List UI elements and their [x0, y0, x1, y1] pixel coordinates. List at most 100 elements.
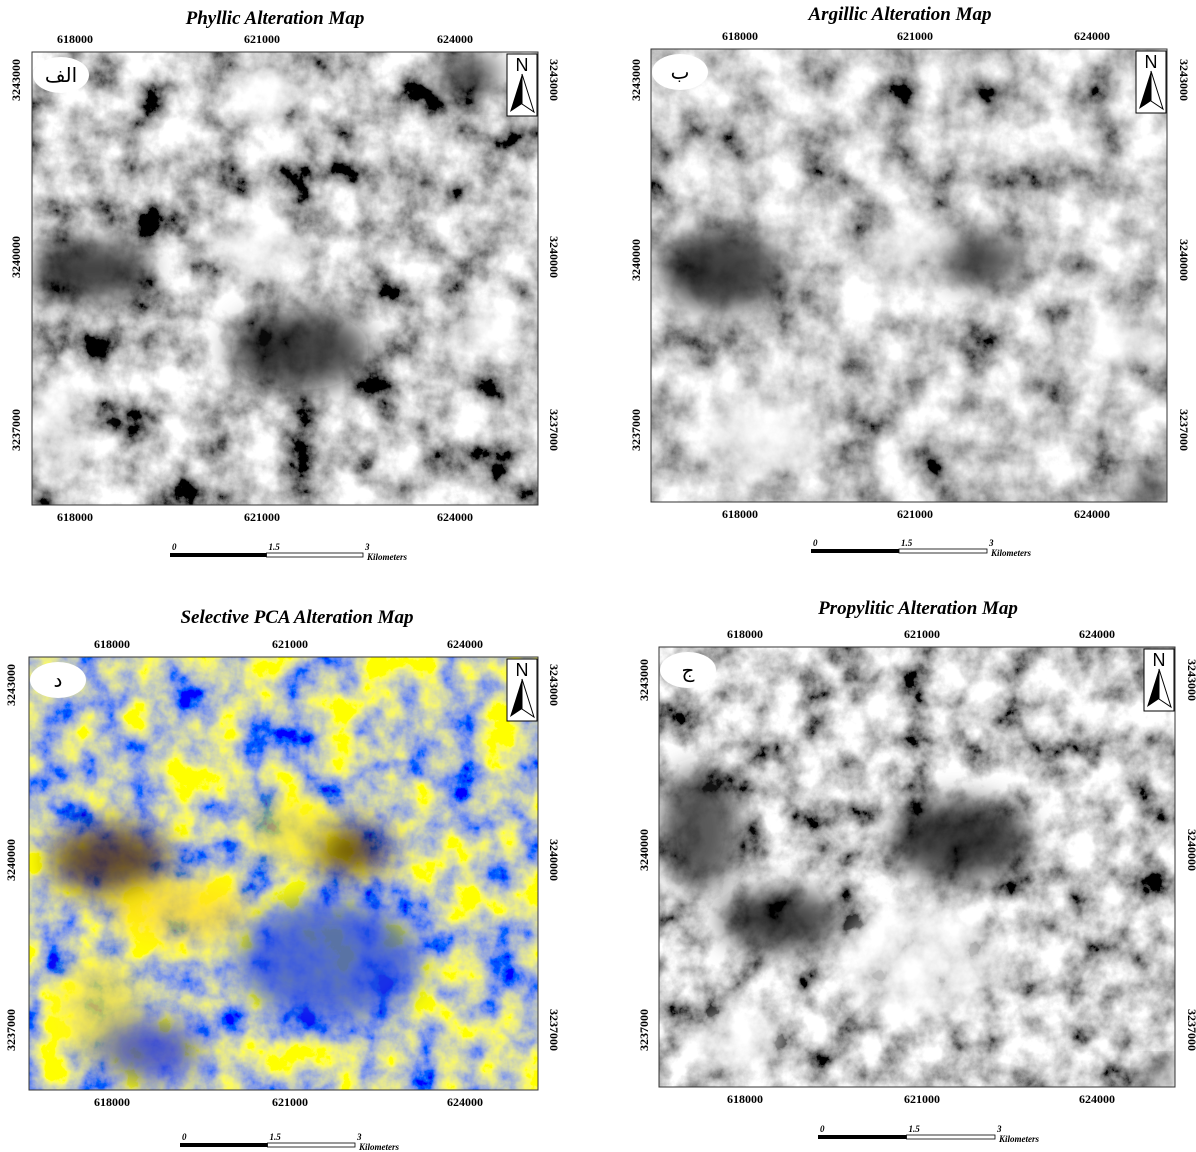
patch — [700, 400, 820, 480]
y-tick-label: 3237000 — [547, 409, 561, 451]
map-frame — [650, 48, 1168, 503]
scale-white — [266, 552, 364, 558]
x-tick-label: 624000 — [1074, 29, 1110, 43]
y-tick-label: 3243000 — [547, 59, 561, 101]
x-tick-label: 618000 — [94, 637, 130, 651]
y-tick-label: 3240000 — [4, 839, 18, 881]
scale-tick-label: 0 — [820, 1124, 825, 1134]
y-tick-label: 3240000 — [637, 829, 651, 871]
scale-tick-label: 0 — [813, 538, 818, 548]
scale-unit: Kilometers — [998, 1134, 1039, 1144]
map-image — [32, 52, 538, 505]
patch — [660, 230, 780, 310]
scale-unit: Kilometers — [366, 552, 407, 562]
y-tick-label: 3240000 — [547, 839, 561, 881]
y-tick-label: 3237000 — [1185, 1009, 1196, 1051]
y-tick-label: 3243000 — [637, 659, 651, 701]
patch — [440, 305, 520, 355]
patch — [870, 225, 950, 275]
x-tick-label: 618000 — [727, 627, 763, 641]
map-panel: Argillic Alteration Map 618000 618000 62100… — [629, 4, 1191, 558]
patch — [840, 900, 1000, 1020]
map-image — [651, 49, 1167, 502]
y-tick-label: 3237000 — [629, 409, 643, 451]
y-tick-label: 3240000 — [547, 236, 561, 278]
scale-tick-label: 3 — [364, 542, 370, 552]
scale-white — [267, 1142, 356, 1148]
y-tick-label: 3243000 — [1177, 59, 1191, 101]
map-panel: Selective PCA Alteration Map 618000 618000… — [4, 607, 561, 1152]
map-frame — [31, 51, 539, 506]
y-tick-label: 3237000 — [1177, 409, 1191, 451]
north-label: N — [1153, 650, 1166, 670]
map-title: Propylitic Alteration Map — [817, 598, 1018, 619]
map-image — [29, 657, 538, 1090]
scale-tick-label: 1.5 — [909, 1124, 921, 1134]
x-tick-label: 621000 — [904, 627, 940, 641]
map-title: Argillic Alteration Map — [808, 4, 992, 25]
patch — [50, 825, 170, 895]
north-label: N — [1145, 52, 1158, 72]
map-panel: Phyllic Alteration Map 618000 618000 621000… — [9, 8, 561, 562]
north-arrow-right — [521, 678, 535, 719]
scale-tick-label: 3 — [356, 1132, 362, 1142]
north-arrow-left — [1139, 71, 1151, 109]
y-tick-label: 3237000 — [9, 409, 23, 451]
panel-label: ب — [671, 60, 690, 84]
x-tick-label: 618000 — [94, 1095, 130, 1109]
patch — [940, 235, 1020, 285]
map-frame — [658, 646, 1176, 1088]
scale-tick-label: 0 — [172, 542, 177, 552]
panel-label: الف — [45, 63, 77, 87]
y-tick-label: 3243000 — [1185, 659, 1196, 701]
y-tick-label: 3240000 — [1185, 829, 1196, 871]
patch — [240, 900, 420, 1020]
scale-tick-label: 3 — [996, 1124, 1002, 1134]
label-bubble — [660, 652, 716, 688]
x-tick-label: 624000 — [1079, 1092, 1115, 1106]
y-tick-label: 3243000 — [547, 664, 561, 706]
x-tick-label: 621000 — [244, 510, 280, 524]
north-arrow-right — [1158, 668, 1172, 709]
patch — [1145, 1063, 1175, 1087]
x-tick-label: 618000 — [722, 29, 758, 43]
map-title: Phyllic Alteration Map — [185, 8, 365, 29]
patch — [1090, 315, 1167, 365]
patch — [890, 800, 1030, 880]
map-title: Selective PCA Alteration Map — [180, 607, 413, 628]
panel-label: د — [54, 668, 63, 692]
patch — [250, 800, 330, 860]
north-arrow-left — [510, 679, 522, 717]
y-tick-label: 3243000 — [4, 664, 18, 706]
x-tick-label: 624000 — [437, 510, 473, 524]
scale-black — [170, 553, 267, 557]
patch — [660, 770, 740, 890]
patch — [310, 825, 390, 875]
scale-white — [906, 1134, 996, 1140]
patch — [32, 240, 150, 300]
north-label: N — [516, 55, 529, 75]
x-tick-label: 621000 — [272, 1095, 308, 1109]
scale-tick-label: 0 — [182, 1132, 187, 1142]
x-tick-label: 621000 — [244, 32, 280, 46]
y-tick-label: 3237000 — [4, 1009, 18, 1051]
patch — [230, 60, 310, 120]
patch — [110, 880, 250, 940]
patch — [720, 890, 840, 950]
map-image — [659, 647, 1175, 1087]
x-tick-label: 618000 — [727, 1092, 763, 1106]
scale-white — [898, 548, 988, 554]
north-arrow-right — [521, 73, 535, 114]
scale-tick-label: 3 — [988, 538, 994, 548]
label-bubble — [652, 54, 708, 90]
north-arrow-left — [510, 74, 522, 112]
x-tick-label: 624000 — [447, 637, 483, 651]
patch — [230, 310, 370, 390]
label-bubble — [30, 662, 86, 698]
patch — [440, 55, 500, 95]
y-tick-label: 3243000 — [629, 59, 643, 101]
north-arrow-right — [1150, 70, 1164, 111]
y-tick-label: 3237000 — [637, 1009, 651, 1051]
scale-unit: Kilometers — [358, 1142, 399, 1152]
